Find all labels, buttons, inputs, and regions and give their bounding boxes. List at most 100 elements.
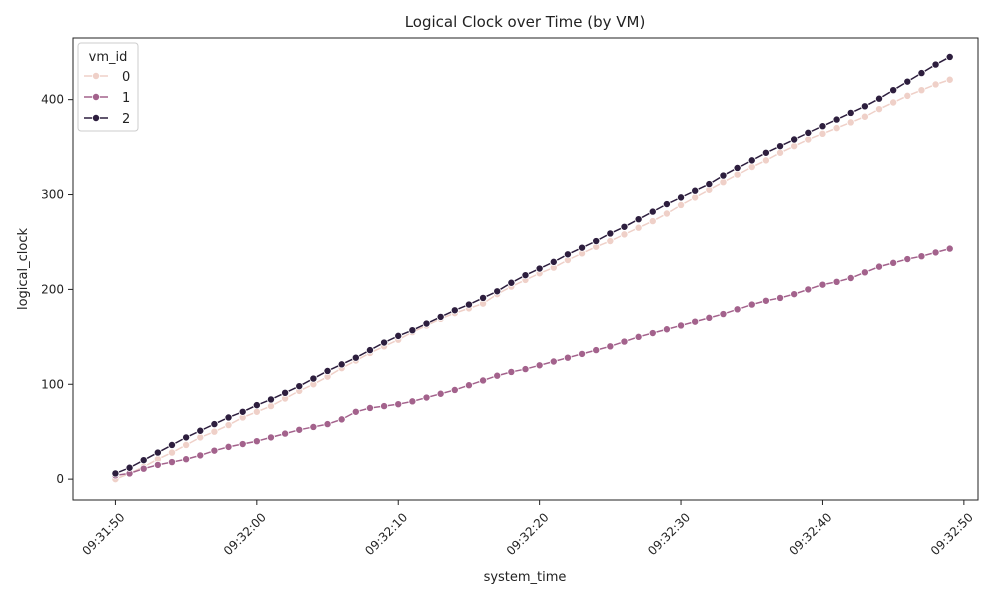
legend-entry-2: 2 [84,112,130,127]
data-point [252,407,261,416]
data-point [903,77,912,86]
data-point [196,426,205,435]
data-point [139,464,148,473]
data-point [578,349,587,358]
data-point [691,317,700,326]
legend-label: 1 [122,91,130,106]
data-point [945,52,954,61]
data-point [733,170,742,179]
data-point [761,148,770,157]
data-point [761,296,770,305]
data-point [563,353,572,362]
plot-frame [72,37,979,501]
data-point [436,389,445,398]
legend-entries: 0 1 2 [84,70,130,127]
data-point [945,75,954,84]
legend-entry-0: 0 [84,70,130,85]
data-point [634,332,643,341]
data-point [719,171,728,180]
data-point [790,290,799,299]
data-point [747,163,756,172]
data-point [224,421,233,430]
data-point [266,402,275,411]
data-point [719,178,728,187]
data-point [846,118,855,127]
data-point [832,124,841,133]
data-point [408,397,417,406]
data-point [394,400,403,409]
legend-title: vm_id [89,50,128,65]
data-point [337,360,346,369]
data-point [733,163,742,172]
data-point [182,433,191,442]
series-0 [111,75,954,484]
data-point [167,448,176,457]
y-tick-label: 100 [41,377,64,391]
series-2 [111,52,954,478]
data-point [380,402,389,411]
data-point [309,422,318,431]
data-point [719,310,728,319]
data-point [860,102,869,111]
data-point [238,407,247,416]
data-point [691,193,700,202]
series-1 [111,244,954,480]
data-point [507,278,516,287]
data-point [309,374,318,383]
data-point [875,262,884,271]
data-point [549,357,558,366]
data-point [832,115,841,124]
data-point [210,446,219,455]
data-point [196,451,205,460]
data-point [903,91,912,100]
data-point [196,433,205,442]
data-point [776,148,785,157]
data-point [380,338,389,347]
data-point [677,200,686,209]
data-point [210,427,219,436]
x-tick-label: 09:32:00 [221,510,269,558]
data-point [875,94,884,103]
legend-label: 2 [122,112,130,127]
y-tick-label: 300 [41,188,64,202]
data-point [648,207,657,216]
data-point [648,217,657,226]
data-point [606,342,615,351]
y-tick-label: 0 [56,472,64,486]
data-point [479,376,488,385]
data-point [747,156,756,165]
data-point [266,433,275,442]
data-point [790,142,799,151]
data-point [578,243,587,252]
data-point [662,209,671,218]
data-point [606,229,615,238]
data-point [846,274,855,283]
x-tick-label: 09:31:50 [79,510,127,558]
data-point [535,361,544,370]
data-point [860,112,869,121]
data-point [705,180,714,189]
x-axis: 09:31:50 09:32:00 09:32:10 09:32:20 09:32:30… [79,500,976,558]
data-point [931,248,940,257]
data-point [493,371,502,380]
data-point [351,353,360,362]
data-point [818,280,827,289]
data-point [139,456,148,465]
data-point [917,86,926,95]
x-axis-label: system_time [484,570,567,585]
data-point [818,129,827,138]
data-point [549,257,558,266]
data-point [677,321,686,330]
data-point [931,60,940,69]
data-point [295,425,304,434]
data-point [125,463,134,472]
data-point [563,250,572,259]
data-point [153,460,162,469]
data-point [620,230,629,239]
data-point [889,258,898,267]
data-point [620,337,629,346]
data-point [761,156,770,165]
data-point [790,135,799,144]
data-point [266,395,275,404]
